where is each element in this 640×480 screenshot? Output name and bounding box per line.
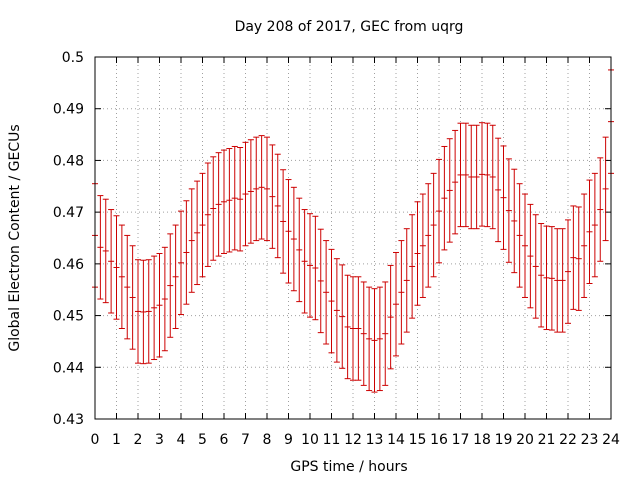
x-tick-label: 1 [112,432,121,448]
y-tick-label: 0.49 [53,102,84,118]
x-tick-label: 22 [559,432,577,448]
x-tick-label: 10 [301,432,319,448]
x-tick-label: 2 [134,432,143,448]
chart-title: Day 208 of 2017, GEC from uqrg [235,19,464,35]
y-tick-label: 0.5 [62,50,84,66]
y-tick-labels: 0.43 0.44 0.45 0.46 0.47 0.48 0.49 0.5 [53,50,84,428]
x-tick-label: 9 [284,432,293,448]
x-tick-label: 6 [220,432,229,448]
error-bars [92,69,614,393]
x-tick-label: 16 [430,432,448,448]
x-tick-label: 3 [155,432,164,448]
y-tick-label: 0.44 [53,360,84,376]
x-tick-label: 18 [473,432,491,448]
x-tick-label: 4 [177,432,186,448]
x-tick-label: 0 [91,432,100,448]
y-tick-label: 0.48 [53,153,84,169]
x-axis-label: GPS time / hours [290,459,407,475]
y-tick-label: 0.43 [53,412,84,428]
x-tick-label: 8 [263,432,272,448]
y-axis-label: Global Electron Content / GECUs [7,124,23,351]
x-tick-label: 15 [409,432,427,448]
y-tick-label: 0.47 [53,205,84,221]
x-tick-label: 5 [198,432,207,448]
x-tick-label: 17 [452,432,470,448]
x-tick-label: 20 [516,432,534,448]
x-tick-label: 19 [495,432,513,448]
x-tick-label: 23 [581,432,599,448]
data-points [92,121,614,341]
x-tick-labels: 0 1 2 3 4 5 6 7 8 9 10 11 12 13 14 15 16 17 18 19 20 21 22 23 24 [91,432,620,448]
axis-ticks [94,56,612,420]
x-tick-label: 11 [323,432,341,448]
x-tick-label: 12 [344,432,362,448]
x-tick-label: 21 [538,432,556,448]
x-tick-label: 13 [366,432,384,448]
x-tick-label: 24 [602,432,620,448]
x-tick-label: 7 [241,432,250,448]
y-tick-label: 0.45 [53,309,84,325]
x-tick-label: 14 [387,432,405,448]
y-tick-label: 0.46 [53,257,84,273]
plot-frame [94,56,612,420]
